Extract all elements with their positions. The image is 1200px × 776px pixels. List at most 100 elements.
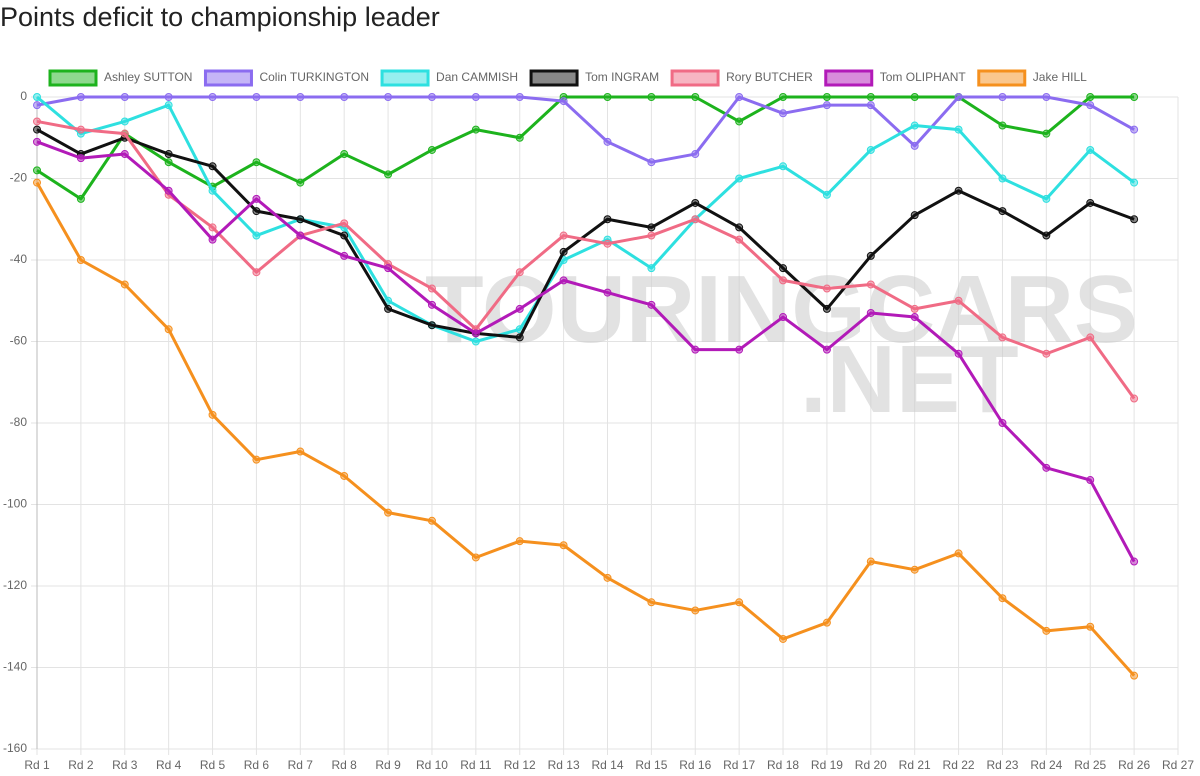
point [910, 121, 919, 130]
point [998, 174, 1007, 183]
point [164, 101, 173, 110]
point [515, 268, 524, 277]
point [120, 117, 129, 126]
point [471, 93, 480, 101]
x-tick-label: Rd 15 [635, 758, 667, 772]
point [427, 300, 436, 309]
x-tick-label: Rd 12 [504, 758, 536, 772]
y-tick-label: -20 [10, 171, 28, 185]
point [33, 178, 41, 187]
point [735, 598, 744, 607]
point [1042, 626, 1051, 635]
point [779, 162, 788, 171]
point [208, 235, 217, 244]
point [822, 304, 831, 313]
point [340, 251, 349, 260]
point [33, 137, 41, 146]
point [252, 194, 261, 203]
point [515, 304, 524, 313]
point [427, 93, 436, 101]
point [603, 137, 612, 146]
point [208, 410, 217, 419]
point [1130, 671, 1139, 680]
point [647, 223, 656, 232]
point [1086, 101, 1095, 110]
point [1086, 198, 1095, 207]
point [954, 549, 963, 558]
point [33, 117, 41, 126]
point [559, 276, 568, 285]
point [1042, 231, 1051, 240]
point [33, 93, 41, 101]
point [998, 333, 1007, 342]
point [340, 150, 349, 159]
x-tick-label: Rd 4 [156, 758, 182, 772]
point [822, 345, 831, 354]
point [1042, 93, 1051, 101]
point [76, 194, 85, 203]
point [515, 133, 524, 142]
point [384, 170, 393, 179]
point [471, 125, 480, 134]
point [164, 158, 173, 167]
x-tick-label: Rd 8 [332, 758, 358, 772]
point [691, 345, 700, 354]
point [603, 573, 612, 582]
grid: 0 -20 -40 -60 -80 -100 -120 -140 -160 Rd 1 Rd 2 Rd … [3, 89, 1194, 772]
point [1130, 93, 1139, 101]
series-line [36, 140, 1136, 563]
x-tick-label: Rd 27 [1162, 758, 1194, 772]
point [252, 231, 261, 240]
point [164, 325, 173, 334]
x-tick-label: Rd 25 [1074, 758, 1106, 772]
point [822, 284, 831, 293]
point [208, 93, 217, 101]
legend-label: Tom OLIPHANT [880, 70, 967, 84]
x-tick-label: Rd 19 [811, 758, 843, 772]
point [866, 101, 875, 110]
point [779, 264, 788, 273]
point [1130, 557, 1139, 566]
point [866, 251, 875, 260]
x-tick-label: Rd 17 [723, 758, 755, 772]
point [822, 618, 831, 627]
point [603, 239, 612, 248]
point [427, 516, 436, 525]
legend-label: Tom INGRAM [585, 70, 659, 84]
x-tick-label: Rd 16 [679, 758, 711, 772]
point [779, 634, 788, 643]
x-tick-label: Rd 13 [548, 758, 580, 772]
point [866, 93, 875, 101]
point [120, 150, 129, 159]
point [910, 211, 919, 220]
x-tick-label: Rd 23 [986, 758, 1018, 772]
legend-label: Dan CAMMISH [436, 70, 518, 84]
point [1130, 178, 1139, 187]
point [647, 300, 656, 309]
series-line [36, 95, 1135, 164]
point [998, 419, 1007, 427]
legend-label: Ashley SUTTON [104, 70, 192, 84]
point [164, 93, 173, 101]
point [1086, 622, 1095, 631]
point [910, 141, 919, 150]
legend-label: Rory BUTCHER [726, 70, 813, 84]
y-tick-label: 0 [20, 89, 27, 103]
point [910, 313, 919, 322]
point [735, 235, 744, 244]
y-tick-label: -160 [3, 741, 27, 755]
legend: Ashley SUTTON Colin TURKINGTON Dan CAMMISH… [48, 69, 1087, 87]
point [208, 186, 217, 195]
point [866, 280, 875, 289]
point [340, 231, 349, 240]
point [384, 304, 393, 313]
point [340, 219, 349, 228]
point [384, 508, 393, 517]
point [779, 93, 788, 101]
point [954, 186, 963, 195]
point [603, 215, 612, 224]
point [1086, 145, 1095, 154]
series-line [36, 95, 1136, 343]
legend-swatch [824, 69, 874, 87]
point [1086, 476, 1095, 485]
